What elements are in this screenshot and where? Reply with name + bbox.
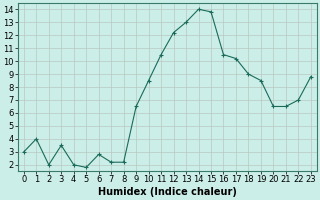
X-axis label: Humidex (Indice chaleur): Humidex (Indice chaleur) bbox=[98, 187, 237, 197]
